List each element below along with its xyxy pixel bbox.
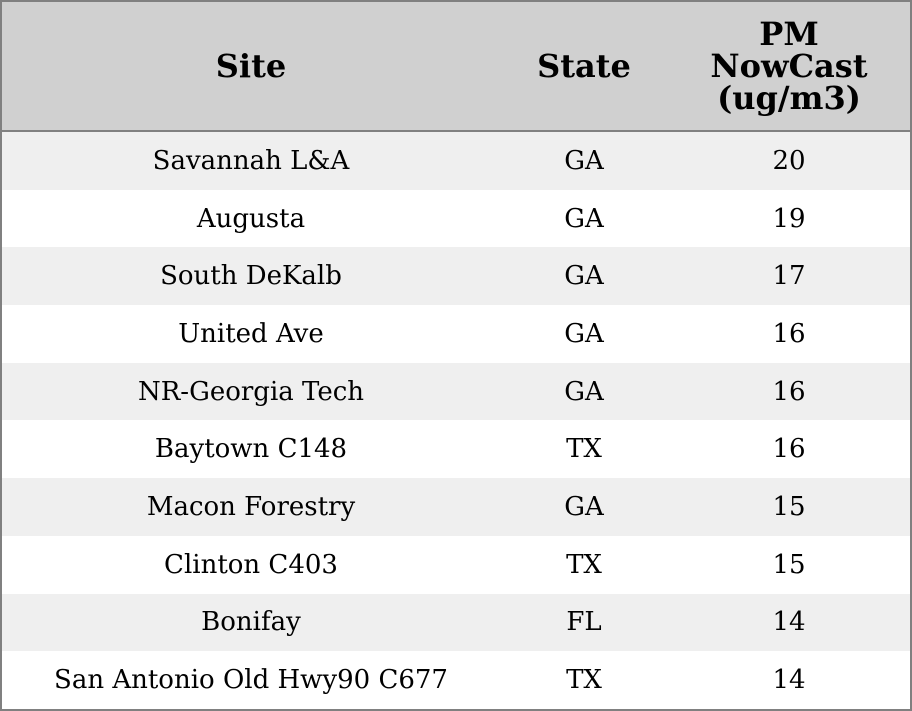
table-cell: Macon Forestry (2, 478, 500, 536)
table-row: Augusta GA 19 (2, 190, 910, 248)
table-cell: NR-Georgia Tech (2, 362, 500, 421)
table-cell: GA (500, 131, 668, 190)
table-row: NR-Georgia Tech GA 16 (2, 362, 910, 421)
table-cell: TX (566, 549, 602, 580)
table-row: Bonifay FL 14 (2, 593, 910, 652)
table-row: Baytown C148 TX 16 (2, 420, 910, 478)
table-cell: GA (500, 362, 668, 421)
table-cell: 15 (668, 478, 910, 536)
table-row: Clinton C403 TX 15 (2, 536, 910, 594)
table-cell: FL (500, 593, 668, 652)
table-cell: South DeKalb (2, 247, 500, 306)
table-cell: GA (564, 318, 604, 349)
header-cell: State (500, 2, 668, 132)
table-cell: Bonifay (2, 593, 500, 652)
table-cell: San Antonio Old Hwy90 C677 (54, 665, 448, 696)
table-cell: 16 (668, 362, 910, 421)
header-row: Site State PM NowCast (ug/m3) (2, 2, 910, 132)
table-cell: 14 (668, 593, 910, 652)
table-cell: GA (500, 247, 668, 306)
table-cell: 16 (772, 318, 806, 349)
table-cell: GA (564, 203, 604, 234)
table-cell: 20 (668, 131, 910, 190)
table-cell: TX (566, 434, 602, 465)
header-text: PM NowCast (ug/m3) (710, 15, 868, 117)
table-cell: 15 (772, 549, 806, 580)
table-cell: United Ave (178, 318, 324, 349)
table-row: Savannah L&A GA 20 (2, 131, 910, 190)
header-cell: PM NowCast (ug/m3) (668, 2, 910, 132)
table-cell: 19 (772, 203, 806, 234)
table-row: San Antonio Old Hwy90 C677 TX 14 (2, 651, 910, 709)
table-row: Macon Forestry GA 15 (2, 478, 910, 536)
table-cell: 16 (772, 434, 806, 465)
table-cell: Savannah L&A (2, 131, 500, 190)
table-body: Savannah L&A GA 20 Augusta GA 19 South DeKalb G… (2, 131, 910, 709)
table-row: South DeKalb GA 17 (2, 247, 910, 306)
table-cell: 17 (668, 247, 910, 306)
header-cell: Site (2, 2, 500, 132)
table-cell: TX (566, 665, 602, 696)
table-row: United Ave GA 16 (2, 305, 910, 363)
table-cell: Baytown C148 (154, 434, 348, 465)
table-cell: Augusta (196, 203, 306, 234)
table-cell: 14 (772, 665, 806, 696)
table-cell: GA (500, 478, 668, 536)
table-cell: Clinton C403 (164, 549, 338, 580)
